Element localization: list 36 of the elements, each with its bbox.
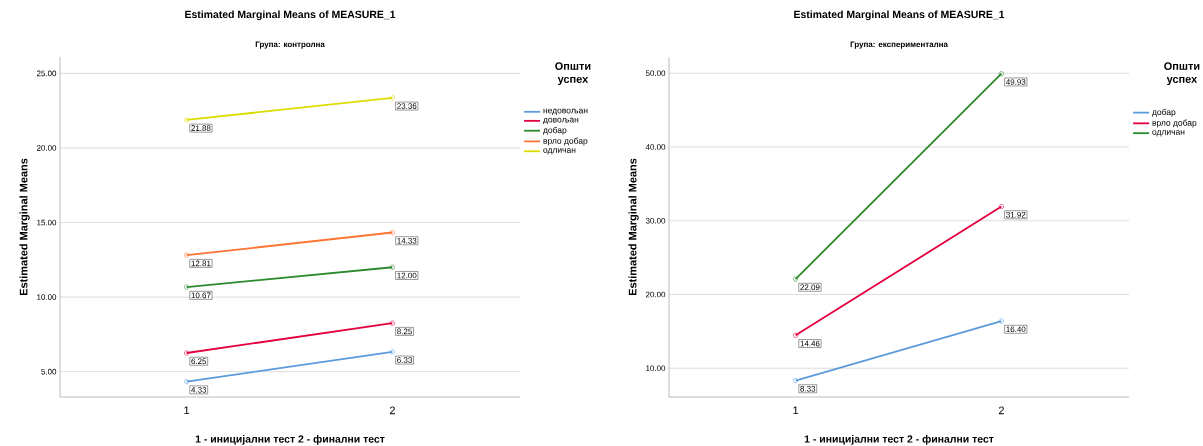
x-axis-title: 1 - иницијални тест 2 - финални тест xyxy=(804,435,994,445)
x-tick-label: 2 xyxy=(389,406,395,415)
x-tick-label: 1 xyxy=(184,406,190,415)
y-axis-title: Estimated Marginal Means xyxy=(19,158,30,296)
point xyxy=(793,332,799,338)
legend-label: добар xyxy=(1152,108,1176,117)
point xyxy=(184,379,190,385)
point xyxy=(184,284,190,290)
point xyxy=(389,95,395,101)
legend-label: одличан xyxy=(1152,130,1185,137)
legend-label: врло добар xyxy=(543,137,588,146)
legend-label: одличан xyxy=(543,148,576,155)
point xyxy=(184,252,190,258)
point xyxy=(184,350,190,356)
legend-title: Општи успех xyxy=(1164,62,1200,86)
point xyxy=(793,276,799,282)
point xyxy=(389,230,395,236)
legend-label: врло добар xyxy=(1152,119,1197,128)
point xyxy=(998,204,1004,210)
point xyxy=(389,264,395,270)
legend-title: Општи успех xyxy=(555,62,591,86)
chart-title: Estimated Marginal Means of MEASURE_1 xyxy=(794,10,1005,21)
x-tick-label: 2 xyxy=(998,406,1004,415)
point xyxy=(998,318,1004,324)
point xyxy=(184,117,190,123)
legend-label: добар xyxy=(543,126,567,135)
x-axis-title: 1 - иницијални тест 2 - финални тест xyxy=(195,435,385,445)
point xyxy=(793,378,799,384)
point xyxy=(389,320,395,326)
legend-label: недовољан xyxy=(543,108,588,116)
chart-title: Estimated Marginal Means of MEASURE_1 xyxy=(185,10,396,21)
point xyxy=(998,71,1004,77)
legend-label: довољан xyxy=(543,117,579,125)
x-tick-label: 1 xyxy=(793,406,799,415)
point xyxy=(389,349,395,355)
y-axis-title: Estimated Marginal Means xyxy=(628,158,639,296)
